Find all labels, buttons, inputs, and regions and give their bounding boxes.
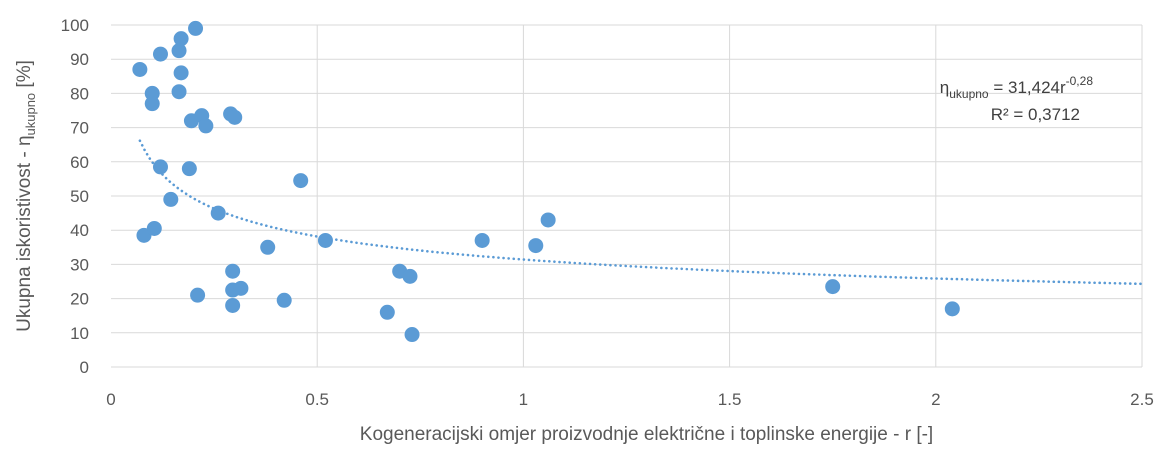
data-point — [146, 220, 162, 236]
trendline-equation: ηukupno = 31,424r-0,28 — [940, 74, 1094, 101]
y-tick-label: 50 — [70, 187, 89, 206]
y-title-suffix: [%] — [14, 60, 35, 93]
y-tick-label: 10 — [70, 324, 89, 343]
eq-symbol: η — [940, 78, 949, 97]
data-point — [190, 287, 206, 303]
data-point — [379, 304, 395, 320]
data-point — [540, 212, 556, 228]
eq-subscript: ukupno — [949, 87, 989, 101]
data-point — [317, 232, 333, 248]
data-point — [171, 84, 187, 100]
y-title-subscript: ukupno — [23, 93, 38, 136]
x-tick-label: 2 — [931, 390, 940, 409]
y-tick-label: 60 — [70, 153, 89, 172]
data-point — [132, 61, 148, 77]
data-point — [171, 43, 187, 59]
data-point — [163, 191, 179, 207]
data-point — [188, 20, 204, 36]
x-tick-label: 0.5 — [305, 390, 329, 409]
data-point — [173, 65, 189, 81]
y-axis-title: Ukupna iskoristivost - ηukupno [%] — [14, 60, 38, 332]
y-tick-label: 80 — [70, 84, 89, 103]
eq-superscript: -0,28 — [1066, 74, 1094, 88]
data-point — [944, 301, 960, 317]
data-point — [825, 279, 841, 295]
data-point — [144, 96, 160, 112]
x-axis-title: Kogeneracijski omjer proizvodnje elektri… — [360, 424, 933, 445]
data-point — [225, 263, 241, 279]
x-tick-label: 2.5 — [1130, 390, 1154, 409]
y-tick-labels: 0 10 20 30 40 50 60 70 80 90 100 — [61, 16, 89, 377]
data-point — [173, 31, 189, 47]
y-tick-label: 100 — [61, 16, 89, 35]
y-tick-label: 0 — [80, 358, 89, 377]
y-tick-label: 30 — [70, 255, 89, 274]
data-point — [293, 173, 309, 189]
data-point — [404, 327, 420, 343]
y-tick-label: 90 — [70, 50, 89, 69]
trendline — [138, 139, 1144, 286]
data-point — [198, 118, 214, 134]
y-tick-label: 20 — [70, 290, 89, 309]
gridlines — [111, 24, 1143, 367]
data-points — [132, 20, 960, 343]
data-point — [233, 280, 249, 296]
data-point — [144, 85, 160, 101]
y-title-prefix: Ukupna iskoristivost - η — [14, 135, 35, 331]
data-point — [227, 109, 243, 125]
data-point — [260, 239, 276, 255]
x-tick-label: 0 — [106, 390, 115, 409]
eq-rhs: = 31,424r — [989, 78, 1066, 97]
data-point — [210, 205, 226, 221]
data-point — [152, 159, 168, 175]
y-tick-label: 70 — [70, 119, 89, 138]
r-squared-label: R² = 0,3712 — [991, 105, 1080, 124]
x-tick-labels: 0 0.5 1 1.5 2 2.5 — [106, 390, 1154, 409]
y-tick-label: 40 — [70, 221, 89, 240]
data-point — [474, 232, 490, 248]
data-point — [528, 238, 544, 254]
data-point — [402, 268, 418, 284]
data-point — [181, 161, 197, 177]
data-point — [225, 297, 241, 313]
x-tick-label: 1.5 — [718, 390, 742, 409]
data-point — [276, 292, 292, 308]
x-tick-label: 1 — [519, 390, 528, 409]
data-point — [152, 46, 168, 62]
